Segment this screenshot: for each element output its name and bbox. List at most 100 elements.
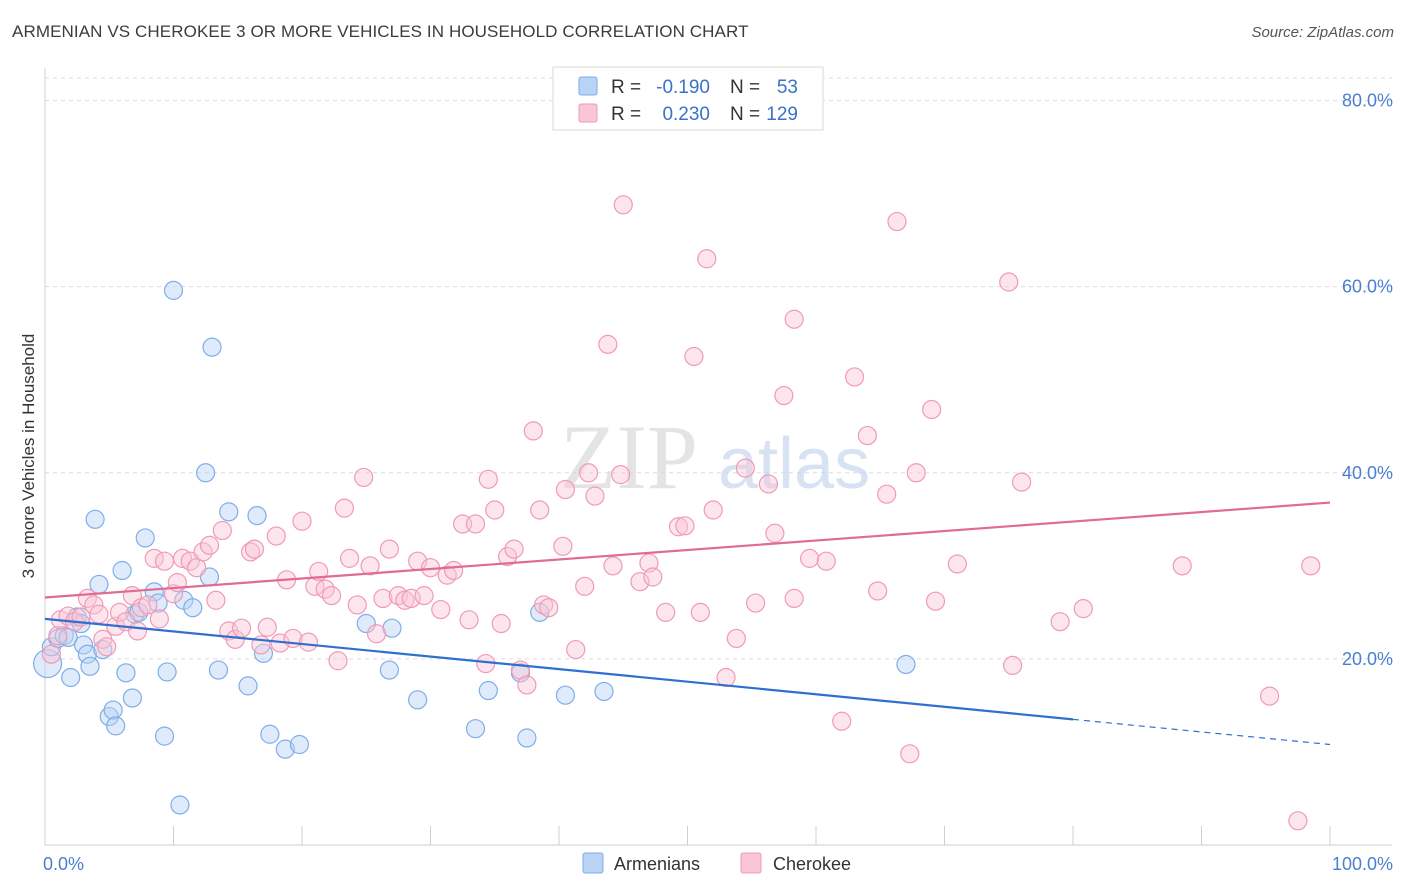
point-cherokee	[555, 479, 576, 500]
point-cherokee	[84, 595, 104, 615]
point-cherokee	[816, 551, 836, 571]
legend-swatch-cherokee	[740, 852, 762, 874]
point-armenians	[122, 688, 142, 708]
point-cherokee	[127, 621, 148, 641]
point-armenians	[896, 654, 916, 675]
point-armenians	[103, 700, 123, 720]
point-cherokee	[857, 425, 878, 446]
point-cherokee	[844, 367, 865, 387]
point-cherokee	[530, 500, 550, 520]
point-cherokee	[478, 469, 498, 489]
point-cherokee	[41, 644, 62, 664]
series-armenians	[32, 280, 916, 815]
point-cherokee	[149, 609, 169, 629]
point-armenians	[289, 734, 310, 755]
point-armenians	[247, 505, 267, 526]
point-cherokee	[758, 474, 779, 494]
point-cherokee	[373, 588, 393, 609]
point-cherokee	[321, 586, 342, 606]
point-cherokee	[868, 581, 888, 601]
point-cherokee	[690, 602, 710, 622]
point-cherokee	[459, 610, 479, 630]
point-armenians	[116, 663, 136, 683]
x-tick-label-min: 0.0%	[43, 854, 84, 874]
point-cherokee	[999, 272, 1019, 292]
chart-title: ARMENIAN VS CHEROKEE 3 OR MORE VEHICLES …	[12, 22, 749, 41]
point-cherokee	[877, 484, 897, 504]
point-armenians	[219, 502, 239, 522]
point-cherokee	[328, 651, 348, 671]
point-cherokee	[444, 560, 464, 581]
point-cherokee	[232, 618, 252, 638]
watermark-zip: ZIP	[560, 406, 698, 508]
stats-swatch-armenians	[578, 76, 598, 96]
point-cherokee	[1073, 599, 1093, 619]
point-cherokee	[774, 385, 794, 406]
point-armenians	[275, 739, 295, 759]
legend-label-cherokee: Cherokee	[773, 854, 851, 874]
point-cherokee	[504, 539, 524, 559]
point-cherokee	[517, 675, 537, 695]
point-cherokee	[414, 586, 434, 606]
point-cherokee	[900, 744, 920, 764]
point-cherokee	[906, 463, 926, 483]
point-cherokee	[172, 548, 193, 568]
source-credit: Source: ZipAtlas.com	[1251, 24, 1394, 41]
point-cherokee	[212, 520, 232, 541]
point-cherokee	[523, 421, 543, 441]
y-tick-label: 60.0%	[1342, 277, 1393, 297]
point-cherokee	[89, 604, 109, 624]
point-cherokee	[244, 539, 265, 559]
stats-box-frame	[552, 66, 824, 131]
point-cherokee	[925, 591, 946, 611]
point-cherokee	[354, 467, 374, 488]
point-cherokee	[485, 500, 505, 520]
point-armenians	[170, 795, 190, 815]
point-cherokee	[643, 567, 663, 587]
point-cherokee	[603, 556, 623, 576]
stats-n-label-1: N =	[730, 77, 760, 98]
x-tick-label-max: 100.0%	[1332, 854, 1393, 874]
gridlines	[45, 77, 1392, 660]
point-cherokee	[199, 535, 220, 555]
point-cherokee	[366, 624, 387, 644]
point-cherokee	[48, 626, 68, 646]
trend-lines	[44, 501, 1331, 746]
point-cherokee	[735, 458, 755, 478]
point-cherokee	[947, 554, 967, 574]
y-tick-label: 80.0%	[1342, 91, 1393, 111]
point-armenians	[77, 644, 98, 664]
stats-r-value-cherokee: 0.230	[662, 104, 710, 125]
y-tick-label: 40.0%	[1342, 463, 1393, 483]
data-points	[32, 195, 1321, 831]
series-cherokee	[41, 195, 1321, 831]
point-armenians	[61, 667, 81, 688]
point-cherokee	[585, 486, 605, 506]
point-armenians	[594, 681, 614, 702]
point-armenians	[157, 662, 177, 682]
y-axis-title: 3 or more Vehicles in Household	[19, 334, 38, 579]
point-cherokee	[887, 211, 907, 232]
point-cherokee	[726, 628, 746, 649]
point-cherokee	[832, 711, 852, 731]
point-cherokee	[578, 463, 599, 483]
point-cherokee	[360, 556, 380, 576]
point-armenians	[408, 690, 428, 710]
point-cherokee	[697, 249, 717, 269]
point-cherokee	[1050, 612, 1070, 632]
point-cherokee	[684, 346, 704, 367]
point-cherokee	[553, 536, 573, 556]
point-cherokee	[298, 632, 319, 652]
point-cherokee	[257, 617, 277, 637]
point-cherokee	[630, 572, 650, 592]
trendline-armenians	[44, 617, 1074, 721]
stats-box: R = -0.190 N = 53 R = 0.230 N = 129	[552, 66, 824, 131]
point-cherokee	[339, 548, 360, 568]
point-cherokee	[1003, 655, 1023, 676]
point-armenians	[478, 680, 498, 701]
point-armenians	[73, 635, 94, 655]
point-cherokee	[109, 602, 130, 622]
point-cherokee	[206, 590, 226, 610]
point-cherokee	[668, 517, 689, 537]
